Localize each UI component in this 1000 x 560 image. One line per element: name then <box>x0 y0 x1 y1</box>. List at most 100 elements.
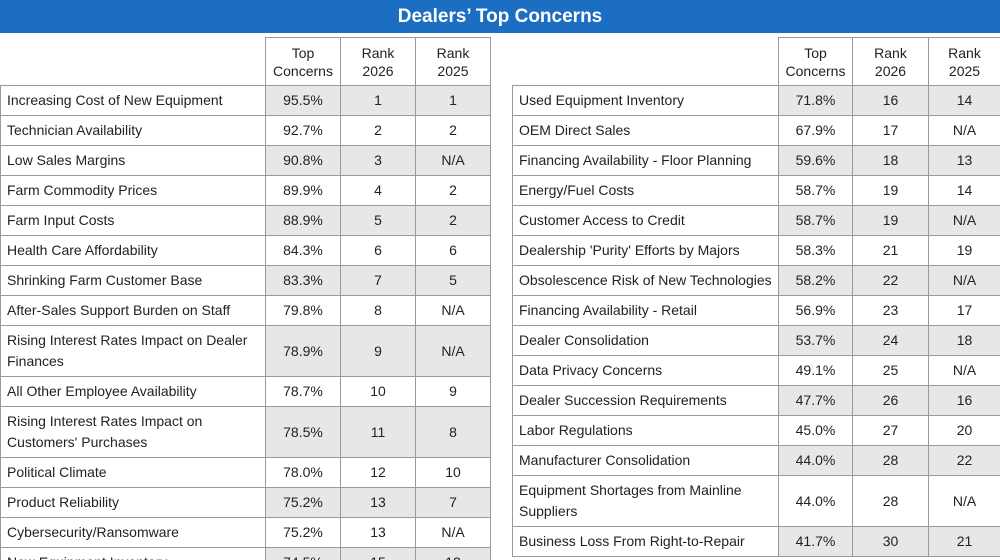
value-cell: 27 <box>852 415 929 446</box>
table-row: Financing Availability - Floor Planning 5… <box>512 145 1000 176</box>
value-cell: 90.8% <box>265 145 341 176</box>
value-cell: 21 <box>928 526 1000 557</box>
value-cell: 74.5% <box>265 547 341 560</box>
value-cell: 6 <box>415 235 491 266</box>
header-cell <box>512 37 779 86</box>
value-cell: 67.9% <box>778 115 853 146</box>
table-row: Used Equipment Inventory 71.8% 16 14 <box>512 85 1000 116</box>
table-row: Farm Commodity Prices 89.9% 4 2 <box>0 175 491 206</box>
concern-cell: Shrinking Farm Customer Base <box>0 265 266 296</box>
table-row: Energy/Fuel Costs 58.7% 19 14 <box>512 175 1000 206</box>
table-row: Shrinking Farm Customer Base 83.3% 7 5 <box>0 265 491 296</box>
value-cell: 13 <box>340 517 416 548</box>
value-cell: 14 <box>928 85 1000 116</box>
left-table: Top Concerns Rank 2026 Rank 2025 Increasing… <box>0 37 491 560</box>
table-row: New Equipment Inventory74.5%1512 <box>0 547 491 560</box>
table-row: Data Privacy Concerns 49.1% 25 N/A <box>512 355 1000 386</box>
table-row: Farm Input Costs 88.9% 5 2 <box>0 205 491 236</box>
value-cell: 12 <box>340 457 416 488</box>
value-cell: 22 <box>852 265 929 296</box>
value-cell: 9 <box>415 376 491 407</box>
header-row: Top Concerns Rank 2026 Rank 2025 <box>0 37 491 86</box>
concern-cell: Manufacturer Consolidation <box>512 445 779 476</box>
value-cell: 19 <box>928 235 1000 266</box>
value-cell: 10 <box>415 457 491 488</box>
concern-cell: Obsolescence Risk of New Technologies <box>512 265 779 296</box>
value-cell: 79.8% <box>265 295 341 326</box>
value-cell: 25 <box>852 355 929 386</box>
value-cell: 58.7% <box>778 205 853 236</box>
table-row: Low Sales Margins 90.8% 3 N/A <box>0 145 491 176</box>
concern-cell: Energy/Fuel Costs <box>512 175 779 206</box>
value-cell: 58.2% <box>778 265 853 296</box>
value-cell: 9 <box>340 325 416 377</box>
value-cell: 16 <box>928 385 1000 416</box>
concern-cell: Financing Availability - Retail <box>512 295 779 326</box>
concern-cell: Business Loss From Right-to-Repair <box>512 526 779 557</box>
concern-cell: Used Equipment Inventory <box>512 85 779 116</box>
table-row: Financing Availability - Retail 56.9% 23 17 <box>512 295 1000 326</box>
value-cell: 17 <box>928 295 1000 326</box>
concern-cell: Cybersecurity/Ransomware <box>0 517 266 548</box>
header-cell: Top Concerns <box>265 37 341 86</box>
header-cell: Rank 2026 <box>340 37 416 86</box>
table-row: Increasing Cost of New Equipment 95.5% 1 1 <box>0 85 491 116</box>
value-cell: 5 <box>340 205 416 236</box>
concern-cell: After-Sales Support Burden on Staff <box>0 295 266 326</box>
value-cell: 13 <box>928 145 1000 176</box>
table-row: Dealership 'Purity' Efforts by Majors 58.… <box>512 235 1000 266</box>
value-cell: 8 <box>415 406 491 458</box>
value-cell: 59.6% <box>778 145 853 176</box>
title-bar: Dealers’ Top Concerns <box>0 0 1000 33</box>
concern-cell: Customer Access to Credit <box>512 205 779 236</box>
value-cell: 2 <box>415 115 491 146</box>
concern-cell: Rising Interest Rates Impact on Dealer F… <box>0 325 266 377</box>
value-cell: N/A <box>415 295 491 326</box>
value-cell: 88.9% <box>265 205 341 236</box>
concern-cell: Increasing Cost of New Equipment <box>0 85 266 116</box>
header-cell: Rank 2025 <box>415 37 491 86</box>
header-cell: Rank 2025 <box>928 37 1000 86</box>
concern-cell: Low Sales Margins <box>0 145 266 176</box>
concern-cell: Dealer Succession Requirements <box>512 385 779 416</box>
value-cell: 4 <box>340 175 416 206</box>
value-cell: 49.1% <box>778 355 853 386</box>
value-cell: 17 <box>852 115 929 146</box>
table-row: Product Reliability 75.2% 13 7 <box>0 487 491 518</box>
table-row: All Other Employee Availability 78.7% 10 9 <box>0 376 491 407</box>
value-cell: 78.9% <box>265 325 341 377</box>
value-cell: 1 <box>415 85 491 116</box>
concern-cell: Health Care Affordability <box>0 235 266 266</box>
value-cell: 71.8% <box>778 85 853 116</box>
table-row: Dealer Succession Requirements 47.7% 26 16 <box>512 385 1000 416</box>
table-row: Equipment Shortages from Mainline Suppli… <box>512 475 1000 527</box>
value-cell: 44.0% <box>778 475 853 527</box>
value-cell: N/A <box>415 517 491 548</box>
value-cell: 20 <box>928 415 1000 446</box>
value-cell: 7 <box>340 265 416 296</box>
value-cell: 16 <box>852 85 929 116</box>
value-cell: N/A <box>415 325 491 377</box>
table-row: Obsolescence Risk of New Technologies 58.… <box>512 265 1000 296</box>
value-cell: 21 <box>852 235 929 266</box>
value-cell: 18 <box>852 145 929 176</box>
table-row: Business Loss From Right-to-Repair 41.7% 3… <box>512 526 1000 557</box>
value-cell: 30 <box>852 526 929 557</box>
table-row: Political Climate 78.0% 12 10 <box>0 457 491 488</box>
header-cell <box>0 37 266 86</box>
value-cell: 14 <box>928 175 1000 206</box>
value-cell: 75.2% <box>265 517 341 548</box>
concern-cell: Product Reliability <box>0 487 266 518</box>
value-cell: 56.9% <box>778 295 853 326</box>
value-cell: 41.7% <box>778 526 853 557</box>
value-cell: 47.7% <box>778 385 853 416</box>
value-cell: N/A <box>928 475 1000 527</box>
value-cell: 10 <box>340 376 416 407</box>
table-row: Manufacturer Consolidation 44.0% 28 22 <box>512 445 1000 476</box>
value-cell: N/A <box>928 355 1000 386</box>
value-cell: 11 <box>340 406 416 458</box>
concern-cell: All Other Employee Availability <box>0 376 266 407</box>
value-cell: 53.7% <box>778 325 853 356</box>
value-cell: 22 <box>928 445 1000 476</box>
value-cell: 1 <box>340 85 416 116</box>
